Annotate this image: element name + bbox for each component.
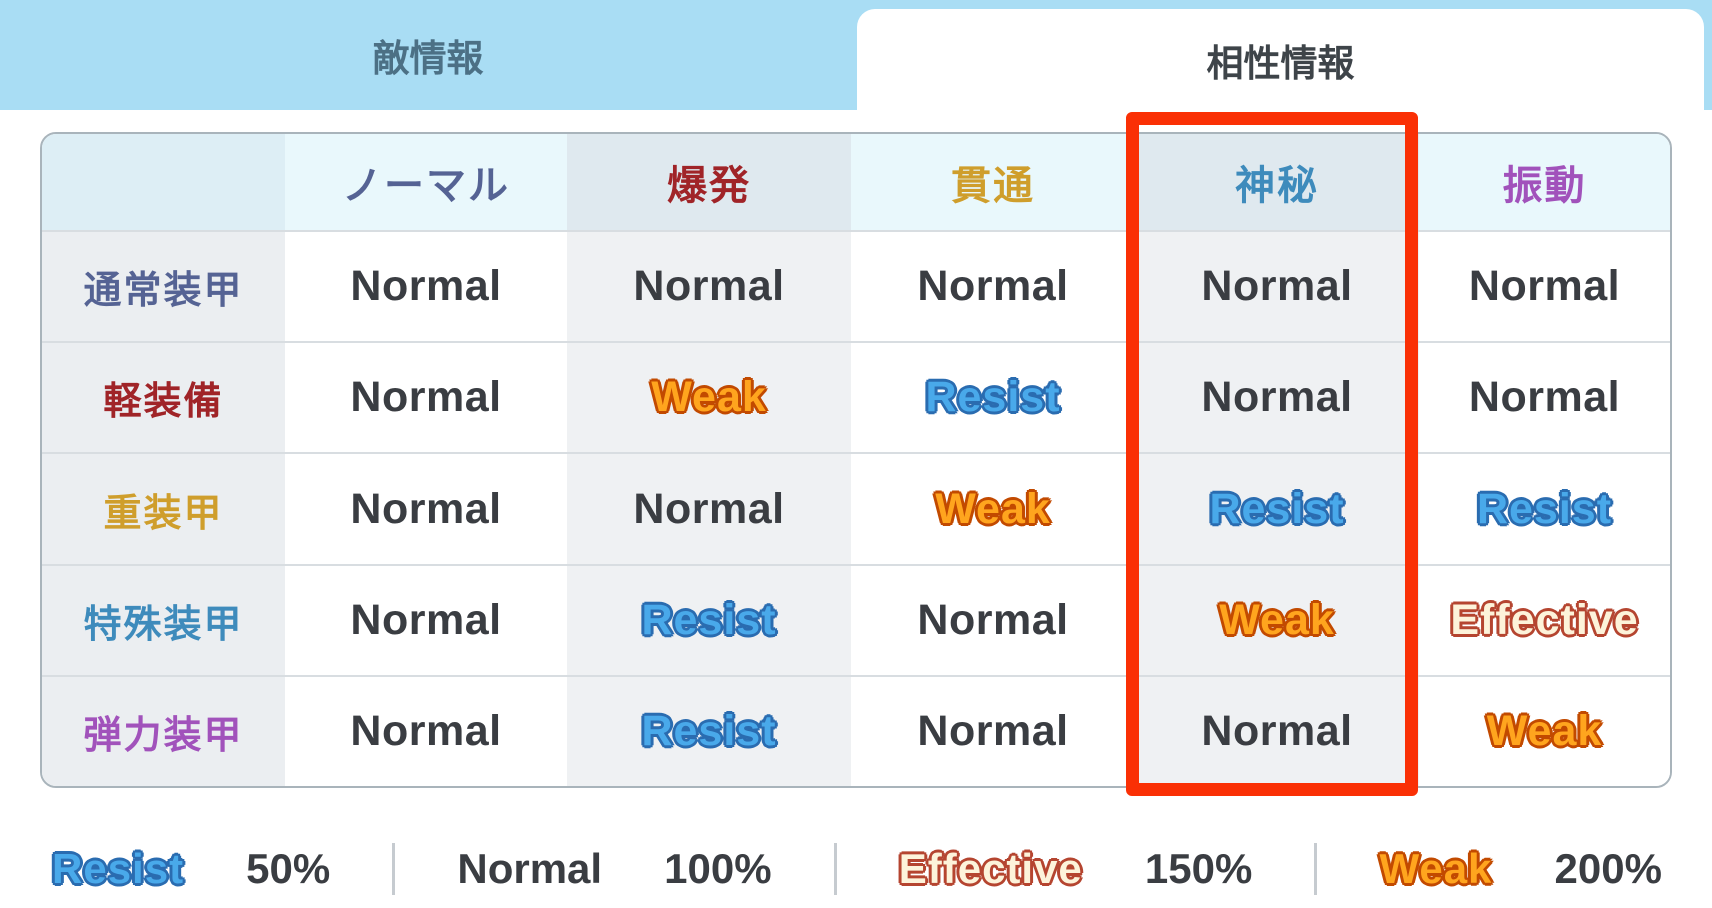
row-label-normal-armor: 通常装甲 xyxy=(42,232,285,342)
cell-normal-armor-mystic: Normal xyxy=(1135,232,1419,342)
cell-normal-armor-sonic-text: Normal xyxy=(1468,262,1621,311)
cell-heavy-armor-sonic-text: Resist xyxy=(1476,484,1613,533)
cell-light-armor-mystic-text: Normal xyxy=(1201,373,1353,422)
column-header-normal: ノーマル xyxy=(285,134,567,230)
legend-normal-value: 100% xyxy=(664,845,772,892)
cell-normal-armor-normal-text: Normal xyxy=(350,262,502,311)
cell-special-armor-piercing-text: Normal xyxy=(917,595,1069,644)
cell-elastic-armor-explosive: Resist xyxy=(567,676,851,786)
column-header-sonic: 振動 xyxy=(1419,134,1670,230)
cell-elastic-armor-mystic: Normal xyxy=(1135,676,1419,786)
corner-cell xyxy=(42,134,285,230)
cell-heavy-armor-sonic: Resist xyxy=(1419,454,1670,564)
row-label-special-armor-text: 特殊装甲 xyxy=(83,603,244,646)
cell-special-armor-explosive: Resist xyxy=(567,565,851,675)
cell-normal-armor-normal: Normal xyxy=(285,232,567,342)
legend-weak-label: Weak xyxy=(1379,845,1493,892)
tab-enemy-info-label: 敵情報 xyxy=(372,38,484,79)
cell-light-armor-explosive: Weak xyxy=(567,343,851,453)
legend-divider xyxy=(1314,843,1318,895)
row-label-elastic-armor-text: 弾力装甲 xyxy=(83,714,244,757)
cell-heavy-armor-normal-text: Normal xyxy=(350,484,502,533)
cell-special-armor-piercing: Normal xyxy=(851,565,1135,675)
legend-effective-label: Effective xyxy=(898,845,1083,892)
cell-heavy-armor-piercing-text: Weak xyxy=(935,484,1051,533)
row-label-heavy-armor: 重装甲 xyxy=(42,454,285,564)
column-header-explosive-text: 爆発 xyxy=(667,164,751,208)
row-label-special-armor: 特殊装甲 xyxy=(42,565,285,675)
tab-affinity-info[interactable]: 相性情報 xyxy=(857,9,1704,110)
cell-light-armor-piercing: Resist xyxy=(851,343,1135,453)
column-header-mystic: 神秘 xyxy=(1135,134,1419,230)
row-label-light-armor: 軽装備 xyxy=(42,343,285,453)
legend-divider xyxy=(833,843,837,895)
cell-heavy-armor-normal: Normal xyxy=(285,454,567,564)
tab-affinity-info-label: 相性情報 xyxy=(1206,42,1355,84)
cell-elastic-armor-normal-text: Normal xyxy=(350,706,502,755)
cell-special-armor-sonic-text: Effective xyxy=(1450,595,1639,644)
cell-light-armor-piercing-text: Resist xyxy=(925,373,1061,422)
cell-normal-armor-sonic: Normal xyxy=(1419,232,1670,342)
table-header-row: ノーマル 爆発 貫通 神秘 振動 xyxy=(42,134,1670,230)
cell-special-armor-mystic-text: Weak xyxy=(1219,595,1335,644)
cell-light-armor-explosive-text: Weak xyxy=(651,373,767,422)
table-row-light-armor: 軽装備 Normal Weak Resist Normal Normal xyxy=(42,341,1670,453)
cell-elastic-armor-piercing-text: Normal xyxy=(917,706,1069,755)
cell-elastic-armor-sonic-text: Weak xyxy=(1486,706,1603,755)
tab-bar: 敵情報 相性情報 xyxy=(0,0,1712,110)
cell-elastic-armor-explosive-text: Resist xyxy=(641,706,777,755)
legend-weak-value: 200% xyxy=(1554,845,1662,892)
cell-heavy-armor-piercing: Weak xyxy=(851,454,1135,564)
legend: Resist 50% Normal 100% Effective 150% We… xyxy=(52,838,1662,900)
cell-special-armor-sonic: Effective xyxy=(1419,565,1670,675)
column-header-piercing: 貫通 xyxy=(851,134,1135,230)
tab-enemy-info[interactable]: 敵情報 xyxy=(0,0,856,110)
row-label-light-armor-text: 軽装備 xyxy=(103,381,224,424)
column-header-explosive: 爆発 xyxy=(567,134,851,230)
cell-normal-armor-piercing: Normal xyxy=(851,232,1135,342)
cell-elastic-armor-normal: Normal xyxy=(285,676,567,786)
column-header-piercing-text: 貫通 xyxy=(951,164,1035,208)
row-label-normal-armor-text: 通常装甲 xyxy=(83,270,244,313)
table-row-normal-armor: 通常装甲 Normal Normal Normal Normal Normal xyxy=(42,230,1670,342)
cell-heavy-armor-explosive: Normal xyxy=(567,454,851,564)
legend-resist-value: 50% xyxy=(246,845,331,892)
cell-normal-armor-explosive-text: Normal xyxy=(633,262,785,311)
cell-light-armor-mystic: Normal xyxy=(1135,343,1419,453)
cell-special-armor-explosive-text: Resist xyxy=(641,595,777,644)
legend-resist-label: Resist xyxy=(52,845,185,892)
column-header-normal-text: ノーマル xyxy=(342,164,510,208)
cell-special-armor-mystic: Weak xyxy=(1135,565,1419,675)
cell-heavy-armor-mystic: Resist xyxy=(1135,454,1419,564)
cell-elastic-armor-mystic-text: Normal xyxy=(1201,706,1353,755)
affinity-table: ノーマル 爆発 貫通 神秘 振動通常装甲 Normal Normal Normal Normal… xyxy=(40,132,1672,788)
cell-elastic-armor-sonic: Weak xyxy=(1419,676,1670,786)
table-row-heavy-armor: 重装甲 Normal Normal Weak Resist Resist xyxy=(42,452,1670,564)
table-row-elastic-armor: 弾力装甲 Normal Resist Normal Normal Weak xyxy=(42,674,1670,786)
column-header-sonic-text: 振動 xyxy=(1502,164,1587,208)
cell-normal-armor-piercing-text: Normal xyxy=(917,262,1069,311)
legend-normal-label: Normal xyxy=(457,845,603,892)
cell-elastic-armor-piercing: Normal xyxy=(851,676,1135,786)
cell-normal-armor-mystic-text: Normal xyxy=(1201,262,1353,311)
cell-heavy-armor-mystic-text: Resist xyxy=(1209,484,1345,533)
cell-light-armor-normal-text: Normal xyxy=(350,373,502,422)
legend-divider xyxy=(392,843,396,895)
cell-special-armor-normal-text: Normal xyxy=(350,595,502,644)
table-row-special-armor: 特殊装甲 Normal Resist Normal Weak Effective xyxy=(42,563,1670,675)
legend-effective-value: 150% xyxy=(1144,845,1253,892)
cell-heavy-armor-explosive-text: Normal xyxy=(633,484,785,533)
row-label-heavy-armor-text: 重装甲 xyxy=(103,492,224,535)
cell-special-armor-normal: Normal xyxy=(285,565,567,675)
cell-light-armor-sonic-text: Normal xyxy=(1468,373,1621,422)
cell-normal-armor-explosive: Normal xyxy=(567,232,851,342)
cell-light-armor-sonic: Normal xyxy=(1419,343,1670,453)
cell-light-armor-normal: Normal xyxy=(285,343,567,453)
row-label-elastic-armor: 弾力装甲 xyxy=(42,676,285,786)
column-header-mystic-text: 神秘 xyxy=(1235,164,1319,208)
